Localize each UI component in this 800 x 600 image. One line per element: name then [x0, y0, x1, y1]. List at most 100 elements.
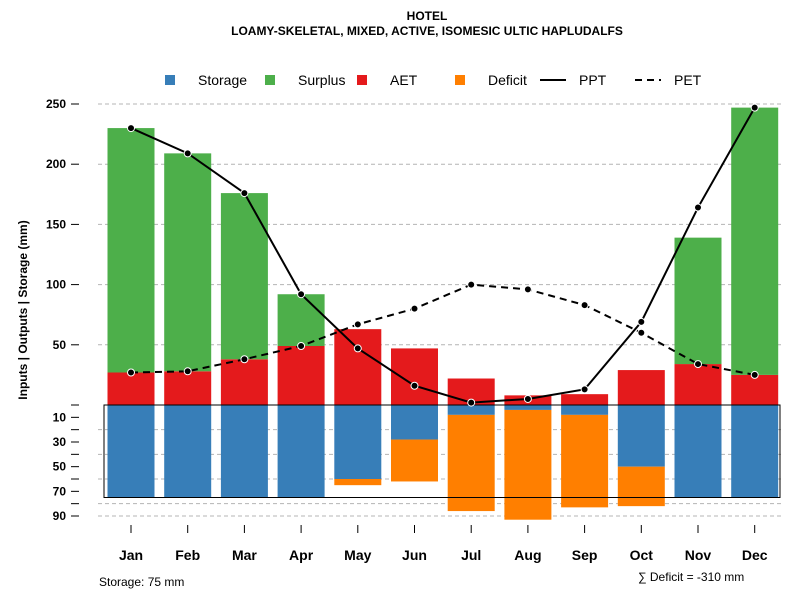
aet-bar-jun — [391, 348, 438, 405]
aet-bar-mar — [220, 359, 268, 405]
storage-bar-jun — [391, 405, 438, 440]
surplus-bar-nov — [674, 237, 722, 365]
ppt-point-jun — [410, 381, 419, 390]
y-tick-label-250: 250 — [46, 97, 66, 111]
x-tick-label-feb: Feb — [175, 547, 200, 563]
legend-swatch-deficit — [455, 75, 465, 85]
x-tick-label-jun: Jun — [402, 547, 427, 563]
deficit-bar-sep — [561, 414, 609, 508]
grid-layer — [98, 103, 782, 517]
pet-point-jun — [410, 304, 419, 313]
x-tick-label-mar: Mar — [232, 547, 257, 563]
y-tick-label-50: 50 — [53, 338, 67, 352]
x-tick-label-apr: Apr — [289, 547, 314, 563]
ppt-point-feb — [183, 149, 192, 158]
aet-bar-oct — [617, 370, 665, 405]
pet-point-apr — [297, 342, 306, 351]
surplus-bar-dec — [731, 107, 779, 375]
legend-swatch-storage — [165, 75, 175, 85]
y-tick-label-lower-30: 30 — [53, 435, 67, 449]
storage-bar-aug — [504, 405, 552, 410]
chart-subtitle: LOAMY-SKELETAL, MIXED, ACTIVE, ISOMESIC … — [231, 24, 623, 38]
storage-bar-nov — [674, 405, 722, 498]
storage-bar-sep — [561, 405, 609, 415]
y-tick-label-200: 200 — [46, 157, 66, 171]
x-tick-label-oct: Oct — [630, 547, 654, 563]
ppt-line — [130, 107, 756, 404]
pet-point-sep — [580, 301, 589, 310]
pet-point-jul — [467, 280, 476, 289]
y-tick-label-lower-50: 50 — [53, 460, 67, 474]
legend-label-aet: AET — [390, 72, 418, 88]
total-deficit-label: ∑ Deficit = -310 mm — [638, 570, 745, 584]
pet-line — [130, 283, 755, 376]
legend-label-deficit: Deficit — [488, 72, 527, 88]
ppt-point-dec — [750, 103, 759, 112]
y-tick-label-lower-10: 10 — [53, 410, 67, 424]
aet-bar-apr — [277, 346, 325, 405]
x-tick-label-aug: Aug — [514, 547, 541, 563]
ppt-point-apr — [297, 290, 306, 299]
pet-point-may — [353, 320, 362, 329]
storage-bar-jul — [447, 405, 495, 415]
legend-label-ppt: PPT — [579, 72, 607, 88]
storage-bar-may — [334, 405, 382, 479]
ppt-point-jul — [467, 398, 476, 407]
pet-point-dec — [750, 370, 759, 379]
x-tick-label-jul: Jul — [461, 547, 481, 563]
surplus-bar-mar — [220, 193, 268, 360]
y-tick-label-100: 100 — [46, 278, 66, 292]
x-tick-label-sep: Sep — [572, 547, 598, 563]
pet-point-nov — [694, 360, 702, 369]
pet-point-mar — [240, 355, 249, 364]
pet-point-feb — [183, 367, 192, 376]
aet-bar-sep — [561, 394, 609, 405]
x-tick-label-nov: Nov — [685, 547, 712, 563]
chart-title: HOTEL — [406, 9, 448, 23]
ppt-point-mar — [240, 189, 249, 198]
legend-swatch-surplus — [265, 75, 275, 85]
x-tick-label-may: May — [344, 547, 371, 563]
storage-bar-feb — [164, 405, 212, 498]
aet-bar-feb — [164, 371, 212, 405]
aet-bar-nov — [674, 364, 722, 405]
pet-point-aug — [523, 285, 532, 294]
deficit-bar-aug — [504, 409, 552, 520]
legend-label-storage: Storage — [198, 72, 247, 88]
pet-point-oct — [637, 328, 646, 337]
storage-bar-dec — [731, 405, 779, 498]
chart-title-block: HOTEL LOAMY-SKELETAL, MIXED, ACTIVE, ISO… — [0, 9, 800, 39]
aet-bar-dec — [731, 374, 779, 405]
ppt-point-jan — [127, 124, 135, 133]
y-axis-label: Inputs | Outputs | Storage (mm) — [16, 220, 30, 399]
ppt-point-oct — [637, 317, 646, 326]
deficit-bar-may — [334, 479, 382, 486]
bar-layer — [103, 107, 781, 520]
axis-layer: 250 200 150 100 50 10 30 50 70 90 Jan Feb Mar Apr May J… — [46, 97, 768, 563]
storage-bar-mar — [220, 405, 268, 498]
pet-point-jan — [127, 368, 135, 377]
ppt-point-nov — [694, 203, 702, 212]
storage-bar-apr — [277, 405, 325, 498]
storage-bar-oct — [617, 405, 665, 467]
ppt-point-aug — [523, 394, 532, 403]
surplus-bar-apr — [277, 294, 325, 347]
y-tick-label-lower-70: 70 — [53, 484, 67, 498]
aet-bar-jan — [107, 372, 155, 405]
y-tick-label-lower-90: 90 — [53, 509, 67, 523]
aet-bar-may — [334, 329, 382, 405]
deficit-bar-jun — [391, 439, 438, 482]
storage-capacity-box — [103, 404, 781, 498]
legend-label-surplus: Surplus — [298, 72, 345, 88]
ppt-point-may — [353, 344, 362, 353]
x-tick-label-dec: Dec — [742, 547, 768, 563]
legend-swatch-aet — [357, 75, 367, 85]
line-layer — [127, 103, 759, 407]
legend-label-pet: PET — [674, 72, 702, 88]
surplus-bar-jan — [107, 128, 155, 373]
deficit-bar-jul — [447, 414, 495, 512]
legend-layer: Storage Surplus AET Deficit PPT PET — [165, 72, 702, 88]
surplus-bar-feb — [164, 153, 212, 372]
ppt-point-sep — [580, 385, 589, 394]
